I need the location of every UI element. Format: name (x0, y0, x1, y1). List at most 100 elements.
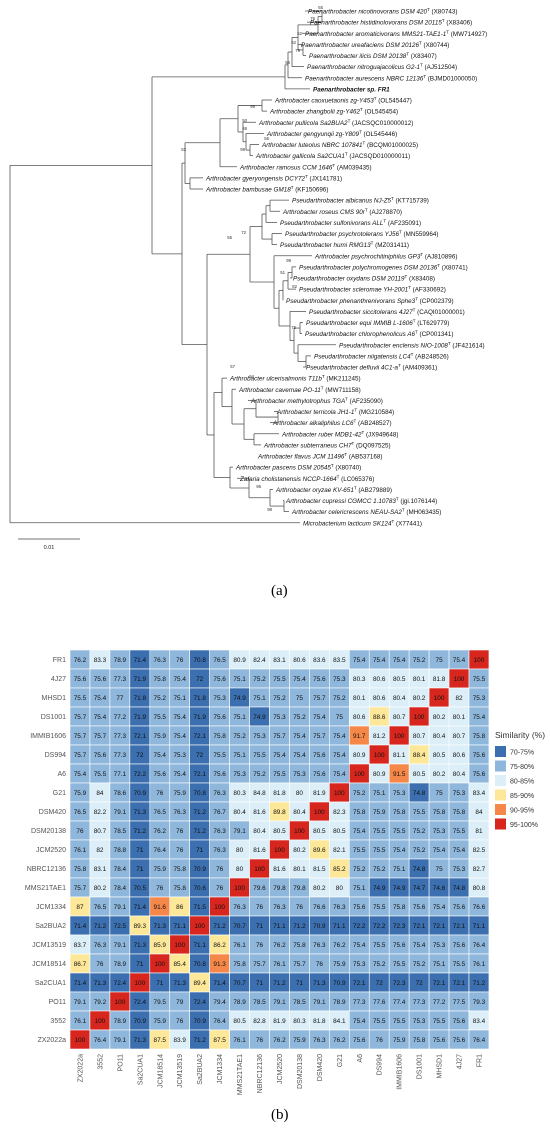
heatmap-cell (408, 782, 430, 803)
legend-label: 90-95% (510, 808, 534, 815)
bootstrap-value: 56 (264, 136, 269, 141)
heatmap-cell (169, 877, 191, 898)
heatmap-cell (388, 725, 410, 746)
heatmap-cell-value: 75.9 (154, 1018, 167, 1025)
heatmap-cell-value: 72 (376, 980, 384, 987)
heatmap-cell (428, 725, 450, 746)
heatmap-cell (368, 820, 390, 841)
heatmap-row-label: Sa2CUA1 (35, 980, 66, 987)
heatmap-cell-value: 71.3 (313, 980, 326, 987)
heatmap-cell (129, 668, 151, 689)
heatmap-cell-value: 83.3 (94, 657, 107, 664)
bootstrap-value: 94 (249, 374, 254, 379)
heatmap-cell-value: 74.9 (253, 714, 266, 721)
panel-a-label: (a) (271, 583, 288, 599)
heatmap-cell (269, 915, 290, 936)
heatmap-cell-value: 71.4 (134, 657, 147, 664)
heatmap-cell-value: 70.9 (333, 980, 346, 987)
heatmap-cell-value: 75.2 (233, 733, 246, 740)
heatmap-cell (229, 1010, 250, 1031)
heatmap-cell (309, 972, 330, 993)
heatmap-cell-value: 75.2 (353, 790, 366, 797)
heatmap-cell-value: 75.7 (74, 752, 87, 759)
tree-taxon-label: Arthrobacter ulcerisalmonis T11bT (MK211… (229, 374, 361, 383)
heatmap-cell (109, 668, 131, 689)
heatmap-cell (448, 668, 470, 689)
heatmap-cell-value: 76 (296, 904, 304, 911)
heatmap-cell-value: 80.1 (353, 695, 366, 702)
heatmap-cell (189, 915, 210, 936)
heatmap-row-label: JCM18514 (32, 961, 66, 968)
heatmap-cell-value: 80.7 (413, 733, 426, 740)
heatmap-cell (309, 934, 330, 955)
heatmap-cell (329, 763, 350, 784)
tree-taxon-label: Paenarthrobacter ilicis DSM 20138T (X834… (309, 52, 437, 61)
heatmap-cell (309, 1010, 330, 1031)
heatmap-cell (428, 763, 450, 784)
heatmap-cell (269, 896, 290, 917)
heatmap-cell-value: 75.7 (313, 733, 326, 740)
heatmap-cell-value: 100 (214, 904, 225, 911)
heatmap-cell-value: 75.6 (74, 676, 87, 683)
legend-swatch (495, 775, 506, 786)
heatmap-cell (368, 725, 390, 746)
legend-label: 85-90% (510, 793, 534, 800)
heatmap-cell-value: 79.1 (114, 942, 127, 949)
heatmap-cell-value: 71.4 (74, 923, 87, 930)
heatmap-cell-value: 81.1 (393, 752, 406, 759)
heatmap-cell-value: 80.4 (433, 733, 446, 740)
heatmap-cell (269, 953, 290, 974)
heatmap-cell-value: 81.8 (313, 1018, 326, 1025)
heatmap-cell (408, 896, 430, 917)
heatmap-cell-value: 85.9 (154, 942, 167, 949)
heatmap-cell (149, 725, 171, 746)
heatmap-row-label: JCM2520 (36, 847, 66, 854)
heatmap-cell (448, 991, 470, 1012)
heatmap-col-label: JCM1334 (217, 1054, 224, 1084)
bootstrap-value: 57 (230, 364, 235, 369)
heatmap-cell-value: 79.1 (114, 809, 127, 816)
heatmap-cell (149, 1029, 171, 1050)
heatmap-cell-value: 77.5 (453, 999, 466, 1006)
heatmap-cell-value: 71.8 (193, 695, 206, 702)
heatmap-cell-value: 76.1 (273, 961, 286, 968)
heatmap-cell-value: 87.5 (154, 1037, 167, 1044)
heatmap-cell (289, 934, 310, 955)
heatmap-cell-value: 75.3 (213, 695, 226, 702)
tree-taxon-label: Arthrobacter pascens DSM 20545T (X80740) (235, 463, 361, 472)
heatmap-cell (229, 725, 250, 746)
heatmap-cell (229, 706, 250, 727)
heatmap-cell-value: 75.4 (453, 847, 466, 854)
heatmap-cell (109, 953, 131, 974)
heatmap-cell (229, 915, 250, 936)
heatmap-cell (368, 877, 390, 898)
legend-label: 70-75% (510, 750, 534, 757)
heatmap-row-label: FR1 (53, 657, 66, 664)
heatmap-cell (109, 782, 131, 803)
heatmap-cell-value: 79.8 (273, 885, 286, 892)
heatmap-cell (269, 1010, 290, 1031)
heatmap-cell-value: 75.2 (353, 866, 366, 873)
heatmap-cell-value: 81.8 (433, 676, 446, 683)
heatmap-cell-value: 83.6 (313, 657, 326, 664)
heatmap-cell (269, 801, 290, 822)
heatmap-cell (368, 1010, 390, 1031)
heatmap-cell-value: 75.5 (74, 695, 87, 702)
heatmap-cell (89, 782, 111, 803)
heatmap-cell-value: 80.4 (453, 771, 466, 778)
heatmap-cell (309, 801, 330, 822)
heatmap-cell-value: 75.2 (333, 695, 346, 702)
heatmap-cell (169, 820, 191, 841)
heatmap-cell (388, 668, 410, 689)
heatmap-cell (289, 991, 310, 1012)
heatmap-cell (209, 649, 230, 670)
heatmap-cell (69, 972, 91, 993)
heatmap-cell-value: 75.6 (353, 1037, 366, 1044)
heatmap-cell-value: 76.5 (74, 809, 87, 816)
heatmap-cell (169, 782, 191, 803)
heatmap-cell (209, 1010, 230, 1031)
heatmap-cell-value: 75.4 (74, 771, 87, 778)
heatmap-cell-value: 71.2 (193, 809, 206, 816)
heatmap-col-label: IMMIB1606 (397, 1054, 404, 1090)
heatmap-cell (109, 687, 131, 708)
